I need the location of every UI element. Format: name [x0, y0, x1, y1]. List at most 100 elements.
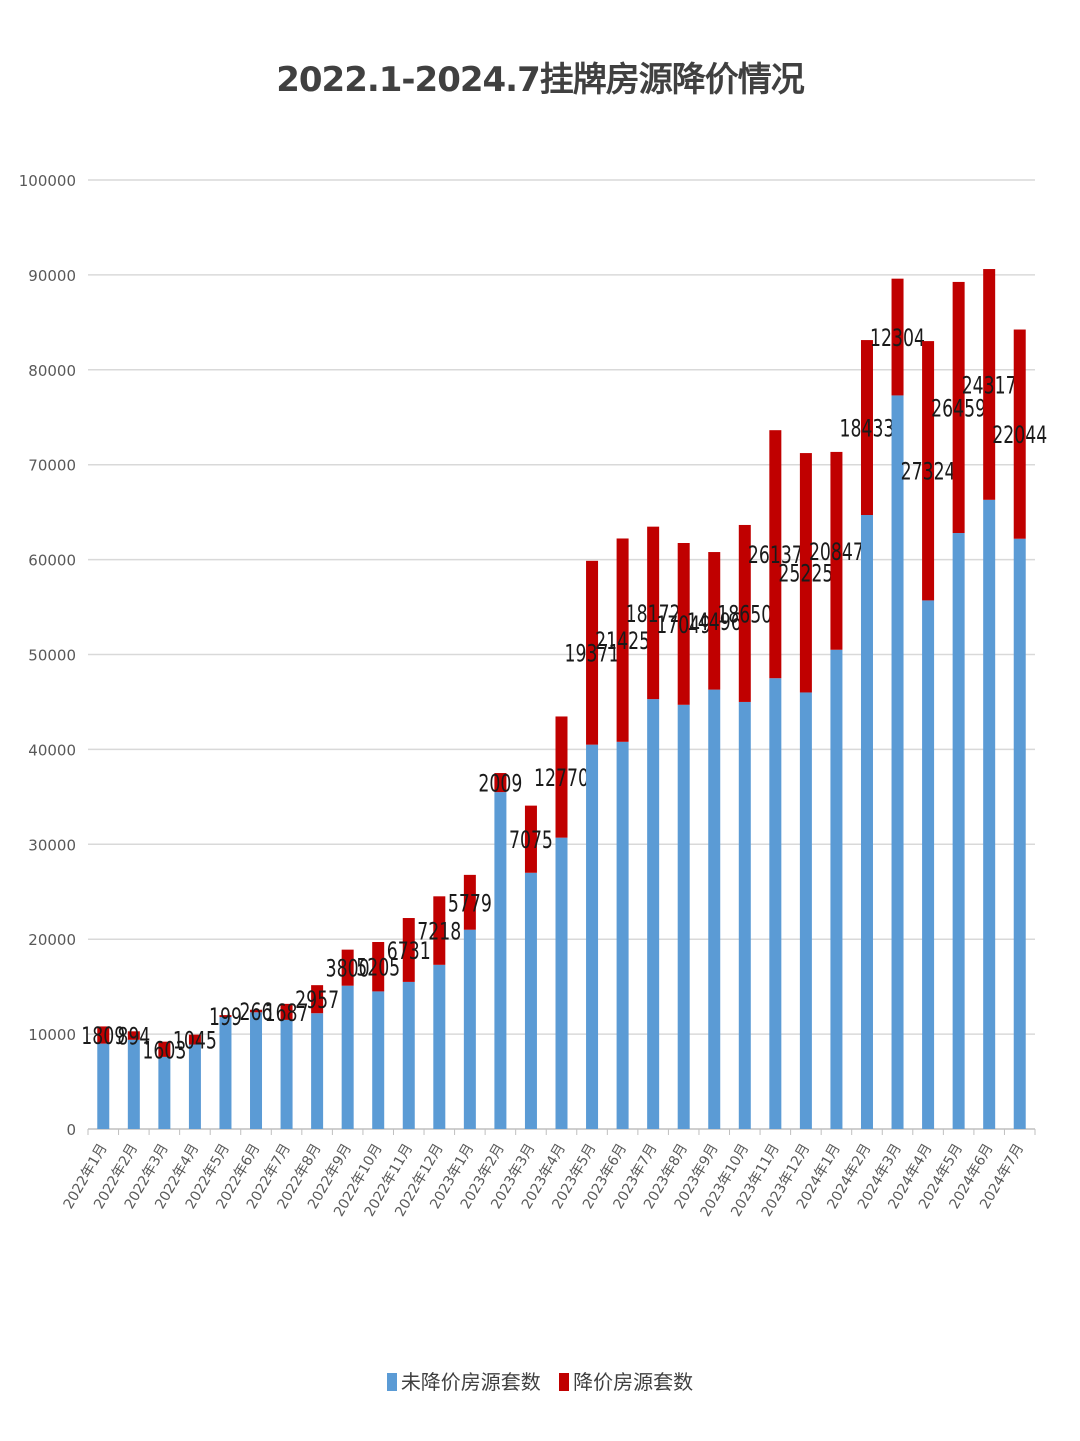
bar-reduced — [738, 524, 751, 702]
bar-unreduced — [158, 1056, 171, 1129]
bar-unreduced — [311, 1013, 324, 1129]
bar-unreduced — [372, 991, 385, 1129]
data-label: 24317 — [962, 372, 1017, 400]
bar-unreduced — [830, 649, 843, 1129]
bar-unreduced — [891, 395, 904, 1130]
data-label: 12304 — [870, 324, 925, 352]
data-label: 7218 — [417, 918, 461, 946]
bar-reduced — [250, 1009, 263, 1013]
data-label: 894 — [117, 1023, 150, 1051]
bar-unreduced — [799, 692, 812, 1129]
bar-reduced — [127, 1031, 140, 1040]
bar-unreduced — [555, 837, 568, 1129]
y-tick-label: 20000 — [28, 931, 76, 949]
y-tick-label: 80000 — [28, 362, 76, 380]
bar-reduced — [97, 1026, 110, 1044]
data-label: 25225 — [778, 560, 833, 588]
bar-unreduced — [586, 744, 599, 1129]
y-tick-label: 40000 — [28, 741, 76, 759]
bar-reduced — [219, 1015, 232, 1018]
data-label: 1687 — [265, 999, 309, 1027]
bar-reduced — [524, 805, 537, 873]
bar-reduced — [158, 1041, 171, 1057]
bar-unreduced — [494, 792, 507, 1129]
data-label: 19371 — [565, 640, 620, 668]
data-label: 26459 — [931, 395, 986, 423]
bar-reduced — [280, 1003, 293, 1020]
data-label: 18433 — [840, 415, 895, 443]
bar-reduced — [494, 773, 507, 793]
bar-unreduced — [860, 514, 873, 1129]
data-label: 21425 — [595, 627, 650, 655]
data-label: 1603 — [142, 1036, 186, 1064]
data-label: 7075 — [509, 826, 553, 854]
bar-unreduced — [769, 678, 782, 1129]
y-tick-label: 60000 — [28, 552, 76, 570]
chart-title: 2022.1-2024.7挂牌房源降价情况 — [276, 60, 805, 100]
data-label: 1809 — [81, 1022, 125, 1050]
bar-reduced — [402, 918, 415, 982]
bar-reduced — [830, 451, 843, 650]
bar-unreduced — [188, 1044, 201, 1129]
bar-reduced — [311, 985, 324, 1014]
data-label: 26137 — [748, 541, 803, 569]
bar-unreduced — [922, 600, 935, 1129]
legend-label-unreduced: 未降价房源套数 — [400, 1370, 541, 1394]
data-label: 266 — [240, 998, 273, 1026]
legend-swatch-reduced — [559, 1373, 570, 1391]
data-label: 17049 — [656, 611, 711, 639]
bar-unreduced — [738, 701, 751, 1129]
data-label: 2009 — [478, 770, 522, 798]
bar-unreduced — [250, 1012, 263, 1129]
bar-reduced — [372, 941, 385, 992]
data-label: 3800 — [326, 955, 370, 983]
legend: 未降价房源套数 降价房源套数 — [0, 1366, 1080, 1395]
bar-unreduced — [983, 499, 996, 1129]
bar-reduced — [555, 716, 568, 838]
bar-reduced — [586, 560, 599, 745]
y-tick-label: 0 — [66, 1121, 76, 1139]
legend-item-unreduced: 未降价房源套数 — [386, 1366, 541, 1395]
bar-unreduced — [677, 704, 690, 1129]
bar-reduced — [799, 453, 812, 693]
bar-reduced — [616, 538, 629, 742]
data-label: 27324 — [901, 458, 956, 486]
bar-reduced — [922, 341, 935, 601]
bar-reduced — [983, 269, 996, 500]
data-label: 18650 — [717, 601, 772, 629]
bar-reduced — [463, 874, 476, 930]
bar-unreduced — [647, 699, 660, 1129]
data-label: 14496 — [687, 608, 742, 636]
y-tick-label: 70000 — [28, 457, 76, 475]
y-tick-label: 100000 — [19, 172, 76, 190]
data-label: 22044 — [992, 421, 1047, 449]
bar-unreduced — [616, 741, 629, 1129]
legend-item-reduced: 降价房源套数 — [559, 1366, 693, 1395]
data-label: 18172 — [626, 600, 681, 628]
data-label: 6731 — [387, 937, 431, 965]
bar-unreduced — [341, 985, 354, 1129]
bar-unreduced — [1013, 538, 1026, 1129]
bar-reduced — [647, 526, 660, 700]
bar-reduced — [708, 552, 721, 690]
bar-reduced — [1013, 329, 1026, 539]
bar-reduced — [677, 543, 690, 705]
bar-reduced — [952, 281, 965, 534]
bar-unreduced — [708, 689, 721, 1129]
legend-label-reduced: 降价房源套数 — [573, 1370, 694, 1394]
bar-unreduced — [433, 964, 446, 1129]
data-label: 5205 — [356, 954, 400, 982]
data-label: 2957 — [295, 986, 339, 1014]
y-tick-label: 30000 — [28, 836, 76, 854]
bar-unreduced — [952, 533, 965, 1129]
legend-swatch-unreduced — [386, 1373, 397, 1391]
bar-reduced — [860, 340, 873, 515]
bar-unreduced — [524, 872, 537, 1129]
bar-reduced — [769, 430, 782, 679]
y-tick-label: 10000 — [28, 1026, 76, 1044]
y-tick-label: 50000 — [28, 647, 76, 665]
data-label: 199 — [209, 1003, 242, 1031]
bar-unreduced — [402, 981, 415, 1129]
